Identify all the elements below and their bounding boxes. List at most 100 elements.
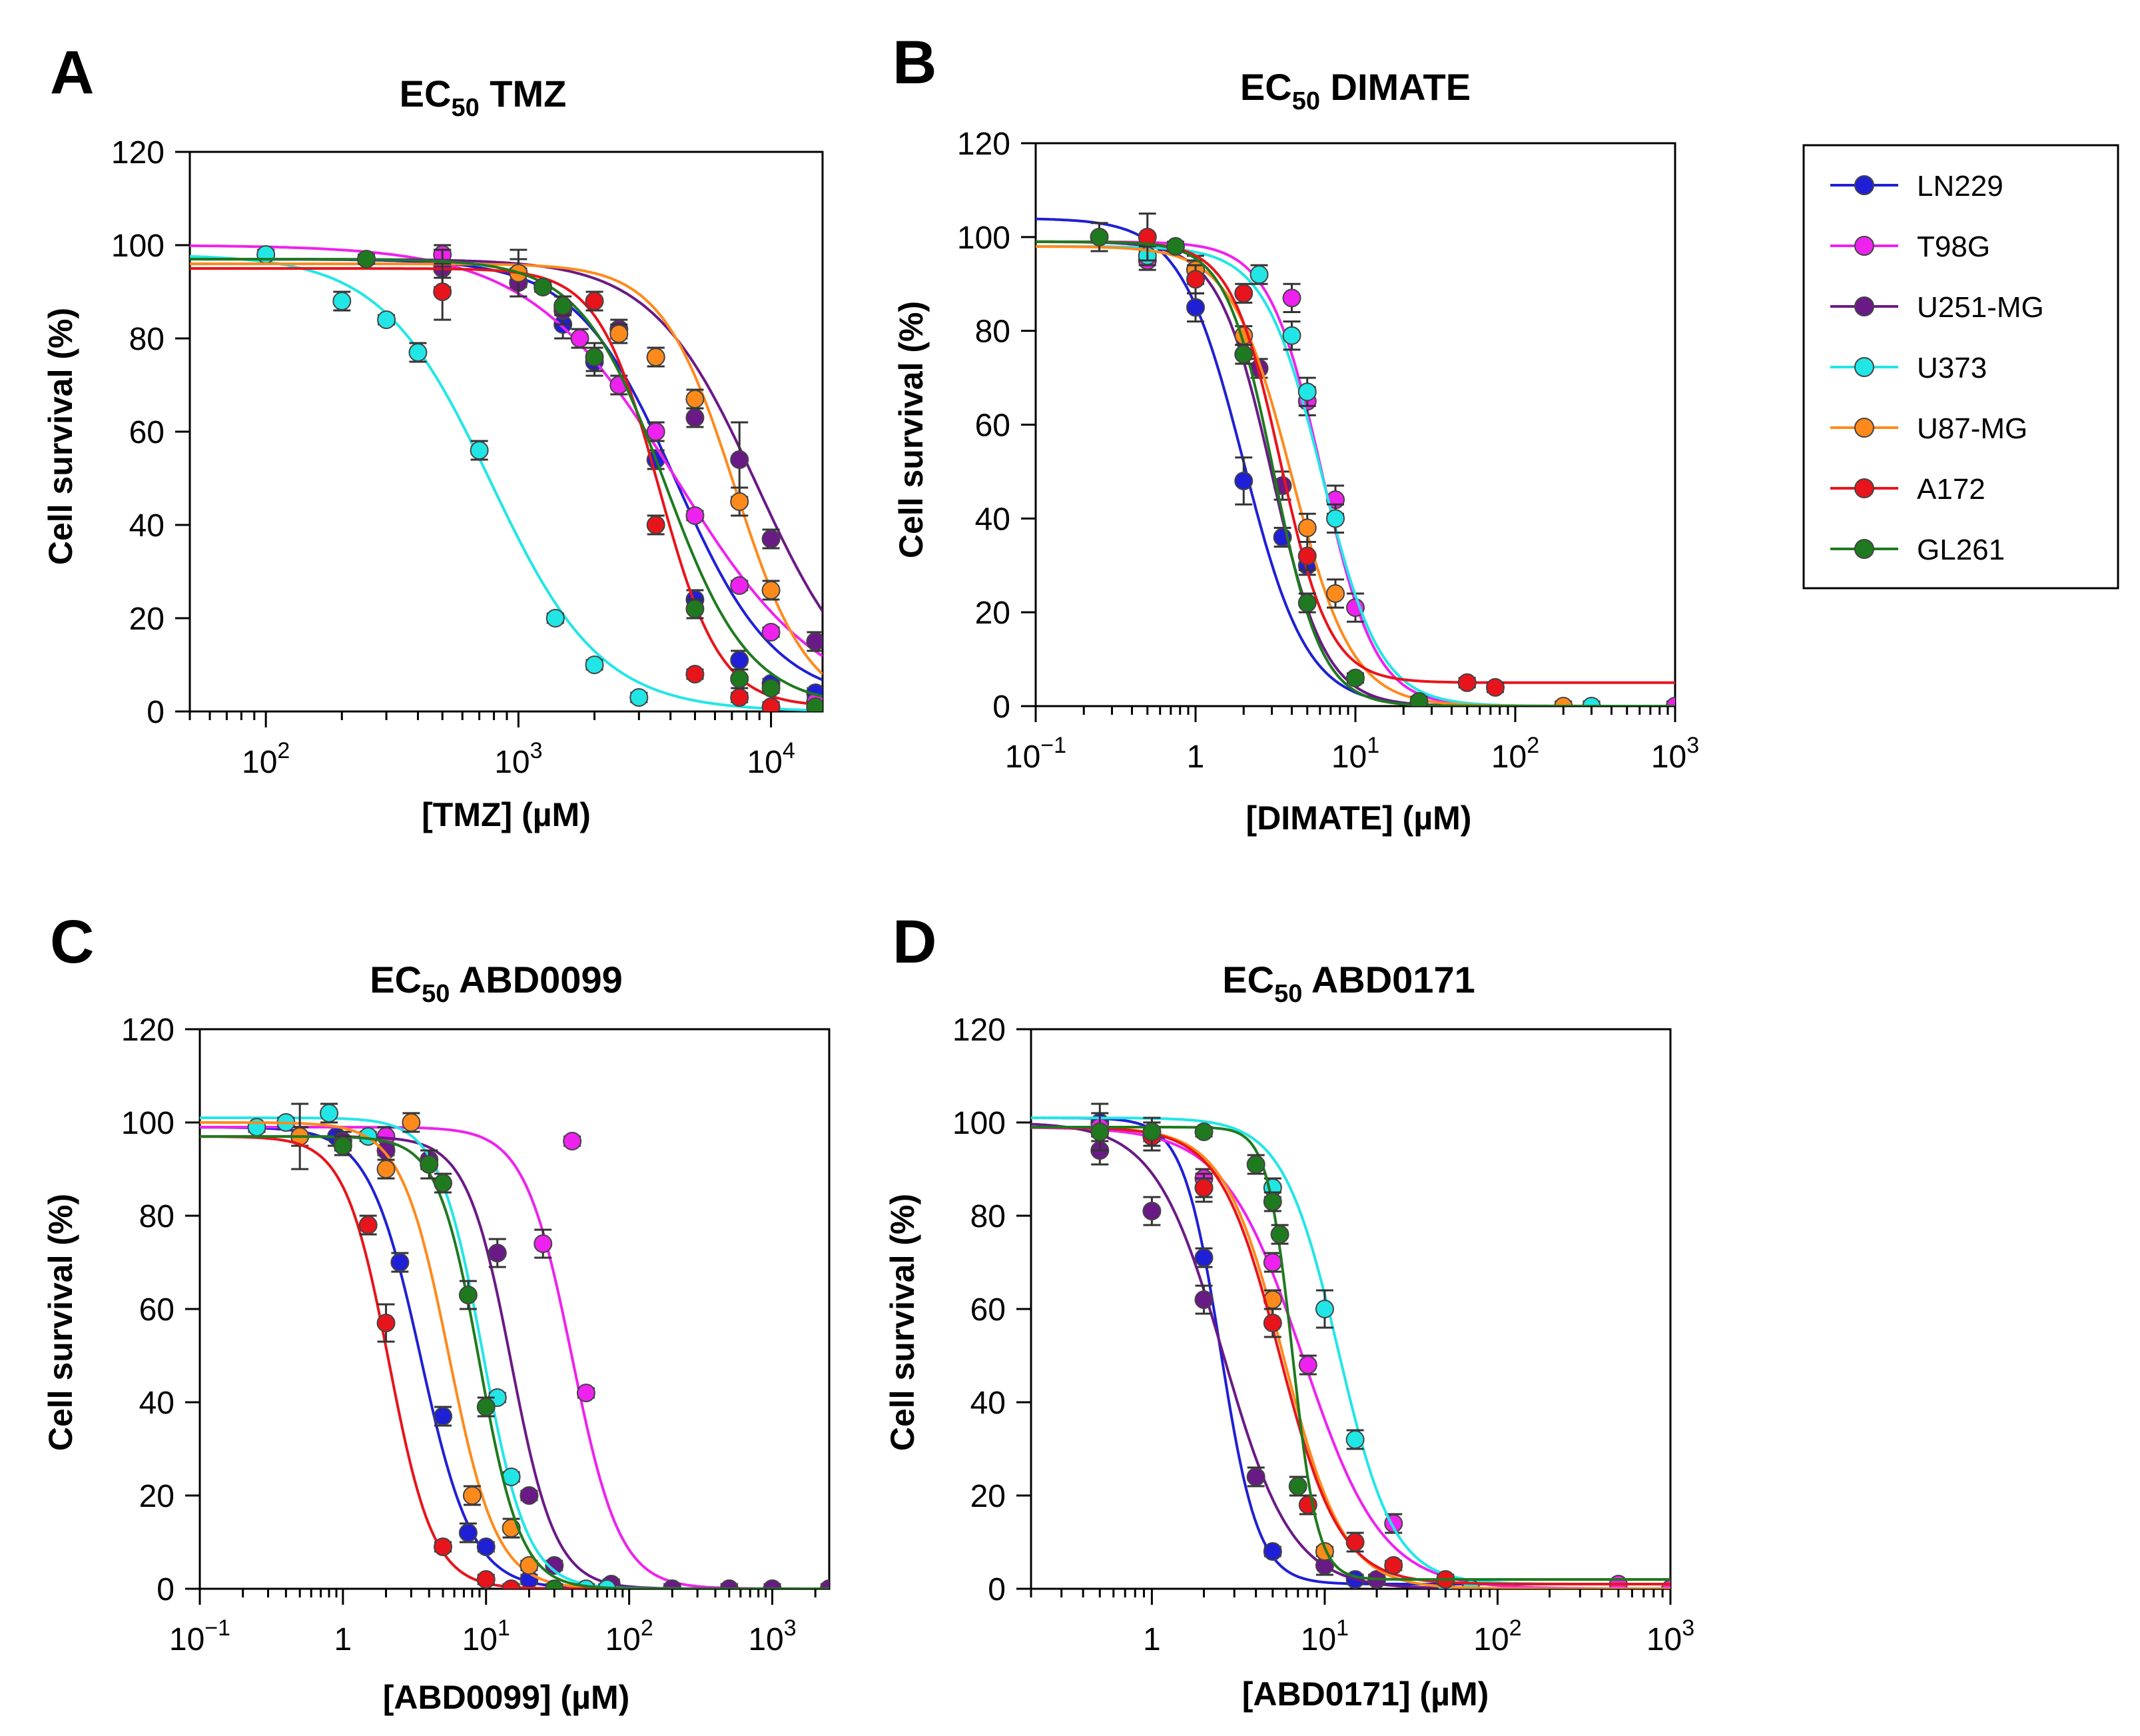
data-point-u87-mg — [1297, 518, 1317, 538]
legend-marker-t98g — [1854, 236, 1874, 256]
chart-c-series-layer — [200, 1102, 829, 1589]
chart-a-title: EC50 TMZ — [400, 73, 567, 122]
chart-c-ytick-label: 100 — [121, 1106, 175, 1141]
data-point-t98g — [563, 1132, 582, 1150]
data-point-u251-mg — [1246, 1468, 1265, 1486]
data-point-t98g — [1298, 1356, 1317, 1374]
data-point-gl261 — [553, 296, 573, 315]
chart-b-ytick-label: 0 — [992, 689, 1010, 725]
series-curve-u251-mg — [1036, 240, 1675, 706]
chart-a-series-layer — [190, 244, 823, 711]
chart-b-xtick-label: 101 — [1331, 733, 1379, 775]
legend-label-a172: A172 — [1917, 473, 1985, 506]
legend-marker-a172 — [1854, 478, 1874, 498]
data-point-u373 — [1282, 326, 1301, 345]
panel-letter-c: C — [50, 908, 94, 976]
data-point-a172 — [434, 1537, 453, 1556]
legend-label-gl261: GL261 — [1917, 534, 2005, 566]
data-point-u87-mg — [402, 1113, 421, 1132]
data-point-gl261 — [1409, 691, 1429, 706]
chart-d-ytick-label: 40 — [970, 1386, 1006, 1421]
data-point-u373 — [470, 441, 489, 460]
data-point-u251-mg — [719, 1579, 739, 1589]
data-point-u373 — [1297, 382, 1317, 402]
data-point-a172 — [646, 516, 665, 534]
chart-d-xtick-label: 101 — [1301, 1615, 1349, 1657]
data-point-u251-mg — [761, 530, 781, 548]
data-point-u87-mg — [520, 1556, 539, 1575]
data-point-u373 — [332, 292, 352, 310]
data-point-u87-mg — [730, 492, 749, 511]
series-curve-t98g — [190, 244, 823, 657]
data-point-a172 — [1234, 284, 1253, 303]
data-point-u373 — [1345, 1430, 1365, 1449]
chart-c-ytick-label: 20 — [139, 1479, 175, 1514]
data-point-ln229 — [1194, 1248, 1214, 1267]
chart-a-ytick-label: 0 — [147, 695, 165, 730]
data-point-a172 — [376, 1314, 396, 1332]
chart-d-xtick-label: 102 — [1473, 1615, 1521, 1657]
panel-letter-b: B — [892, 29, 936, 97]
data-point-a172 — [1457, 673, 1477, 692]
chart-d-series-layer — [1031, 1102, 1670, 1589]
data-point-a172 — [502, 1579, 521, 1589]
data-point-a172 — [1194, 1178, 1214, 1197]
chart-d-ytick-label: 80 — [970, 1199, 1006, 1234]
legend-label-u251-mg: U251-MG — [1917, 291, 2044, 324]
legend-marker-ln229 — [1854, 175, 1874, 195]
chart-d-xtick-label: 103 — [1646, 1615, 1694, 1657]
data-point-gl261 — [761, 679, 781, 697]
chart-a-xtick-label: 103 — [494, 738, 542, 780]
series-curve-u373 — [190, 254, 823, 711]
data-point-u251-mg — [663, 1579, 682, 1589]
chart-d-plot: 0 20 40 60 80 100 120 1 101 102 103 — [952, 1013, 1694, 1657]
chart-b-series-layer — [1036, 213, 1675, 706]
data-point-u373 — [247, 1118, 266, 1136]
series-curve-gl261 — [200, 1135, 829, 1589]
series-curve-a172 — [1031, 1126, 1670, 1585]
chart-d-ytick-label: 100 — [952, 1106, 1006, 1141]
chart-c-xtick-label: 101 — [462, 1615, 510, 1657]
data-point-t98g — [1282, 288, 1301, 308]
data-point-ln229 — [476, 1537, 496, 1556]
chart-b-ytick-label: 40 — [975, 502, 1010, 537]
series-curve-t98g — [1031, 1126, 1670, 1589]
chart-b-xtick-label: 102 — [1491, 733, 1539, 775]
chart-c-ytick-label: 40 — [139, 1386, 175, 1421]
data-point-u87-mg — [685, 390, 705, 408]
data-point-gl261 — [545, 1579, 564, 1589]
data-point-a172 — [358, 1216, 378, 1234]
data-point-gl261 — [1288, 1477, 1307, 1496]
series-curve-ln229 — [1036, 217, 1675, 706]
data-point-u87-mg — [462, 1486, 482, 1505]
data-point-gl261 — [420, 1155, 439, 1174]
chart-a-xtick-label: 104 — [747, 738, 795, 780]
data-point-gl261 — [1246, 1155, 1265, 1174]
legend-marker-u373 — [1854, 357, 1874, 377]
series-curve-gl261 — [190, 258, 823, 698]
chart-a-ytick-label: 120 — [111, 135, 165, 171]
chart-b-xtick-label: 103 — [1651, 733, 1699, 775]
data-point-gl261 — [1346, 668, 1365, 687]
chart-c-frame — [198, 1028, 831, 1590]
data-point-u87-mg — [1326, 584, 1345, 603]
legend-label-t98g: T98G — [1917, 230, 1990, 263]
chart-d-ytick-label: 120 — [952, 1013, 1006, 1048]
series-curve-u87-mg — [190, 262, 823, 675]
chart-c-xtick-label: 1 — [334, 1622, 352, 1657]
legend-label-u87-mg: U87-MG — [1917, 412, 2027, 445]
chart-a-xtick-label: 102 — [242, 738, 290, 780]
data-point-u251-mg — [763, 1579, 782, 1589]
series-curve-u87-mg — [1031, 1126, 1670, 1589]
data-point-a172 — [476, 1570, 496, 1589]
data-point-gl261 — [1090, 227, 1109, 246]
panel-letter-d: D — [892, 908, 936, 976]
chart-d-ytick-label: 0 — [988, 1572, 1006, 1607]
data-point-u87-mg — [609, 324, 629, 343]
legend-marker-gl261 — [1854, 539, 1874, 559]
data-point-ln229 — [1234, 472, 1253, 490]
data-point-gl261 — [476, 1398, 496, 1416]
data-point-t98g — [1263, 1253, 1282, 1272]
data-point-u373 — [408, 343, 428, 362]
